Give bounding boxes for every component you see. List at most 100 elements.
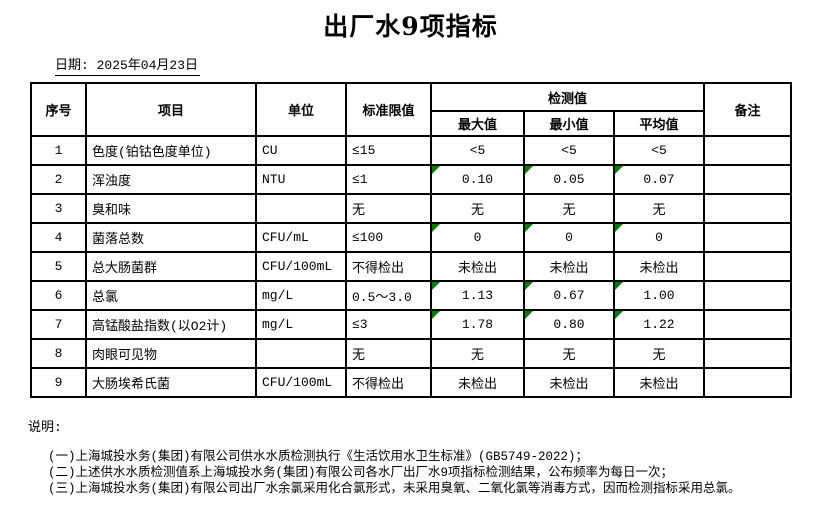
- flag-triangle-icon: [433, 283, 440, 290]
- cell-index: 2: [30, 164, 87, 195]
- cell-avg: 未检出: [613, 251, 705, 282]
- cell-avg: 1.22: [613, 309, 705, 340]
- flag-triangle-icon: [526, 167, 533, 174]
- cell-item: 总大肠菌群: [85, 251, 257, 282]
- col-header-min: 最小值: [523, 110, 615, 137]
- cell-min: 未检出: [523, 367, 615, 398]
- cell-index: 7: [30, 309, 87, 340]
- flag-triangle-icon: [616, 312, 623, 319]
- cell-remark: [703, 367, 792, 398]
- flag-triangle-icon: [616, 225, 623, 232]
- cell-index: 3: [30, 193, 87, 224]
- cell-min: 无: [523, 193, 615, 224]
- cell-limit: 0.5～3.0: [345, 280, 432, 311]
- cell-max: 0.10: [430, 164, 525, 195]
- cell-remark: [703, 193, 792, 224]
- col-header-item: 项目: [85, 82, 257, 137]
- cell-unit: CU: [255, 135, 347, 166]
- cell-avg: 无: [613, 338, 705, 369]
- table-row: 6 总氯 mg/L 0.5～3.0 1.13 0.67 1.00: [30, 280, 792, 311]
- cell-max: 无: [430, 338, 525, 369]
- cell-remark: [703, 222, 792, 253]
- cell-limit: ≤15: [345, 135, 432, 166]
- cell-min: 0.67: [523, 280, 615, 311]
- cell-unit: [255, 193, 347, 224]
- page-title: 出厂水9项指标: [323, 12, 498, 41]
- cell-min: <5: [523, 135, 615, 166]
- cell-min: 未检出: [523, 251, 615, 282]
- cell-unit: mg/L: [255, 280, 347, 311]
- col-header-avg: 平均值: [613, 110, 705, 137]
- cell-item: 浑浊度: [85, 164, 257, 195]
- flag-triangle-icon: [616, 167, 623, 174]
- col-header-index: 序号: [30, 82, 87, 137]
- cell-avg: 未检出: [613, 367, 705, 398]
- cell-index: 8: [30, 338, 87, 369]
- cell-unit: CFU/mL: [255, 222, 347, 253]
- cell-index: 5: [30, 251, 87, 282]
- cell-item: 菌落总数: [85, 222, 257, 253]
- cell-index: 4: [30, 222, 87, 253]
- cell-item: 肉眼可见物: [85, 338, 257, 369]
- flag-triangle-icon: [433, 312, 440, 319]
- cell-min: 0.05: [523, 164, 615, 195]
- cell-index: 6: [30, 280, 87, 311]
- cell-limit: 不得检出: [345, 251, 432, 282]
- note-item: (二)上述供水水质检测值系上海城投水务(集团)有限公司各水厂出厂水9项指标检测结…: [48, 466, 674, 480]
- cell-index: 1: [30, 135, 87, 166]
- note-item: (三)上海城投水务(集团)有限公司出厂水余氯采用化合氯形式，未采用臭氧、二氧化氯…: [48, 482, 741, 496]
- cell-max: <5: [430, 135, 525, 166]
- table-row: 2 浑浊度 NTU ≤1 0.10 0.05 0.07: [30, 164, 792, 195]
- flag-triangle-icon: [526, 225, 533, 232]
- cell-index: 9: [30, 367, 87, 398]
- cell-avg: 0.07: [613, 164, 705, 195]
- col-header-detect-group: 检测值: [430, 82, 705, 112]
- cell-min: 0: [523, 222, 615, 253]
- cell-remark: [703, 135, 792, 166]
- table-row: 4 菌落总数 CFU/mL ≤100 0 0 0: [30, 222, 792, 253]
- cell-max: 未检出: [430, 367, 525, 398]
- cell-item: 臭和味: [85, 193, 257, 224]
- cell-item: 高锰酸盐指数(以O2计): [85, 309, 257, 340]
- table-row: 8 肉眼可见物无无无无: [30, 338, 792, 369]
- cell-unit: [255, 338, 347, 369]
- note-item: (一)上海城投水务(集团)有限公司供水水质检测执行《生活饮用水卫生标准》(GB5…: [48, 450, 589, 464]
- cell-avg: 0: [613, 222, 705, 253]
- cell-remark: [703, 309, 792, 340]
- report-date: 日期: 2025年04月23日: [55, 54, 201, 76]
- cell-max: 0: [430, 222, 525, 253]
- cell-limit: 无: [345, 193, 432, 224]
- flag-triangle-icon: [433, 225, 440, 232]
- flag-triangle-icon: [433, 167, 440, 174]
- table-body: 1 色度(铂钴色度单位) CU ≤15 <5 <5 <5 2 浑浊度 NTU ≤1 0.10 0.05 0…: [30, 135, 792, 398]
- cell-min: 无: [523, 338, 615, 369]
- cell-unit: CFU/100mL: [255, 367, 347, 398]
- table-row: 3 臭和味无无无无: [30, 193, 792, 224]
- col-header-limit: 标准限值: [345, 82, 432, 137]
- cell-max: 1.13: [430, 280, 525, 311]
- cell-limit: 无: [345, 338, 432, 369]
- cell-limit: ≤100: [345, 222, 432, 253]
- flag-triangle-icon: [526, 312, 533, 319]
- cell-item: 大肠埃希氏菌: [85, 367, 257, 398]
- cell-max: 1.78: [430, 309, 525, 340]
- cell-unit: CFU/100mL: [255, 251, 347, 282]
- col-header-unit: 单位: [255, 82, 347, 137]
- cell-max: 未检出: [430, 251, 525, 282]
- indicators-table: 序号 项目 单位 标准限值 检测值 备注 最大值 最小值 平均值 1 色度(铂钴色…: [30, 82, 792, 398]
- cell-remark: [703, 338, 792, 369]
- table-row: 5 总大肠菌群 CFU/100mL 不得检出 未检出 未检出 未检出: [30, 251, 792, 282]
- notes-section: 说明: (一)上海城投水务(集团)有限公司供水水质检测执行《生活饮用水卫生标准》…: [28, 416, 741, 497]
- cell-avg: <5: [613, 135, 705, 166]
- col-header-remark: 备注: [703, 82, 792, 137]
- cell-unit: NTU: [255, 164, 347, 195]
- table-row: 9 大肠埃希氏菌 CFU/100mL 不得检出 未检出 未检出 未检出: [30, 367, 792, 398]
- cell-min: 0.80: [523, 309, 615, 340]
- cell-avg: 1.00: [613, 280, 705, 311]
- cell-max: 无: [430, 193, 525, 224]
- cell-item: 色度(铂钴色度单位): [85, 135, 257, 166]
- report-date-text: 日期: 2025年04月23日: [55, 54, 201, 76]
- cell-item: 总氯: [85, 280, 257, 311]
- cell-remark: [703, 280, 792, 311]
- cell-limit: ≤3: [345, 309, 432, 340]
